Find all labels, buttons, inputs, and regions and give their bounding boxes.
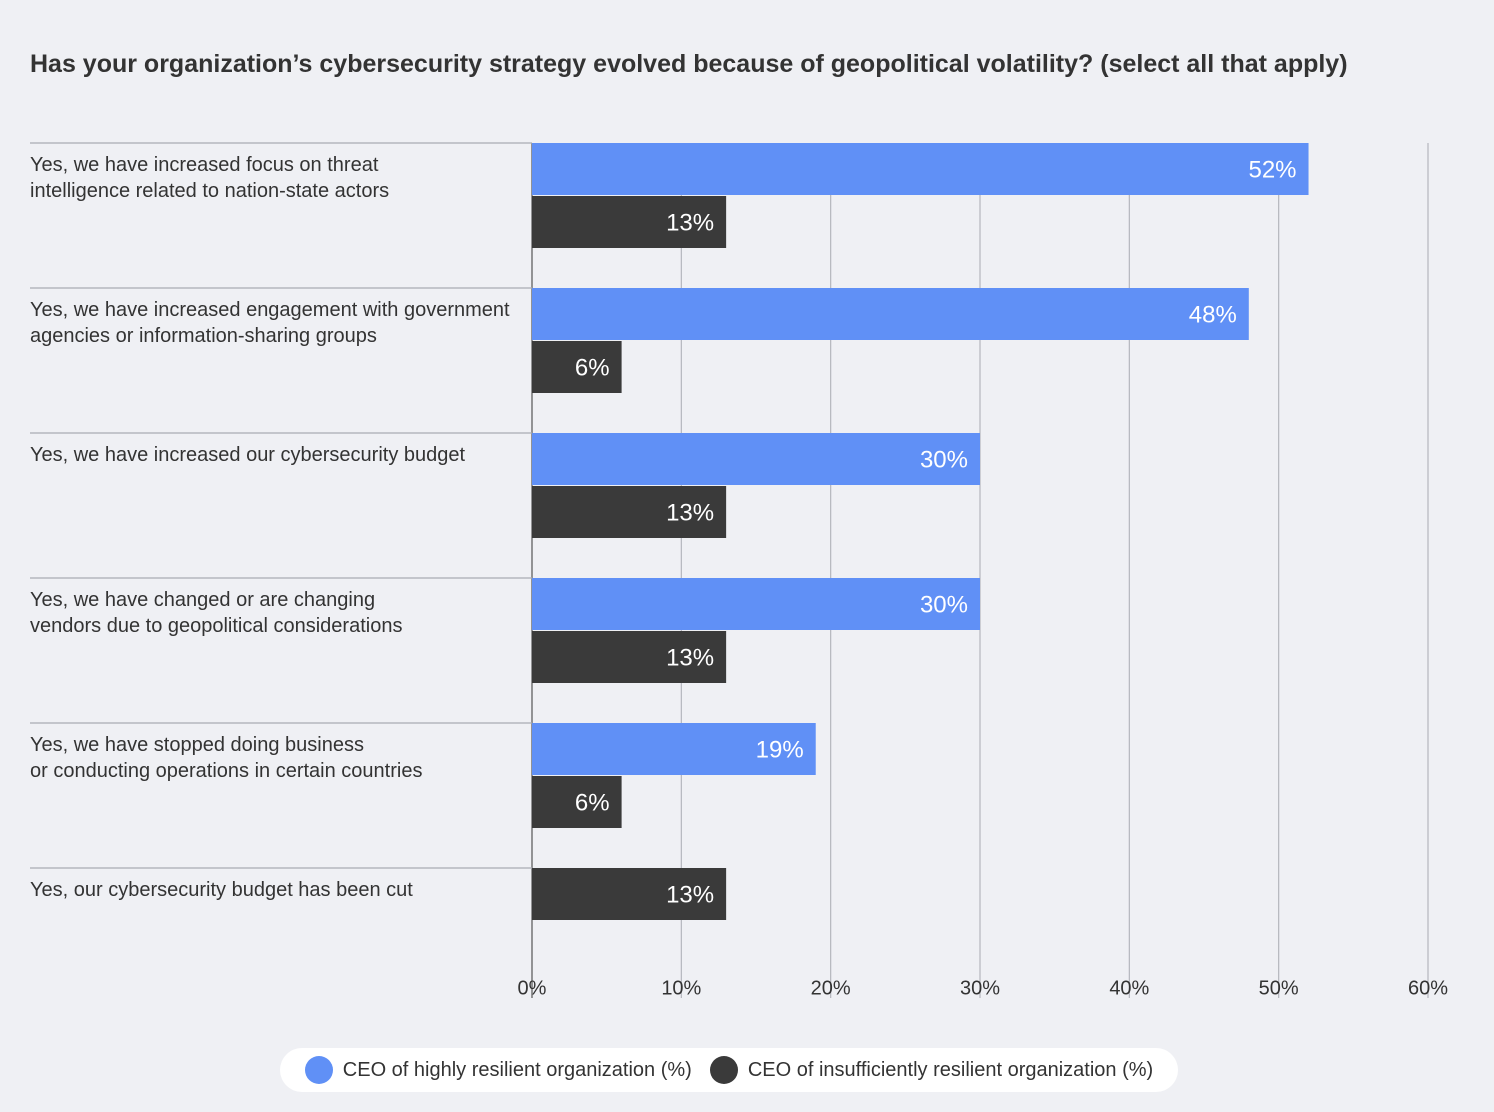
category-label: Yes, we have stopped doing business or c…	[30, 734, 423, 782]
legend-swatch	[709, 1056, 738, 1084]
value-label: 6%	[575, 789, 610, 816]
bar	[532, 723, 816, 775]
x-tick-label: 50%	[1259, 977, 1299, 999]
value-label: 52%	[1248, 156, 1296, 183]
value-label: 30%	[920, 446, 968, 473]
x-tick-label: 60%	[1408, 977, 1448, 999]
bar	[532, 196, 727, 248]
x-tick-label: 10%	[661, 977, 701, 999]
category-label: Yes, we have increased focus on threat i…	[30, 154, 390, 202]
legend-label: CEO of highly resilient organization (%)	[342, 1058, 692, 1081]
legend-item: CEO of insufficiently resilient organiza…	[709, 1056, 1154, 1084]
value-label: 19%	[756, 736, 804, 763]
category-label: Yes, our cybersecurity budget has been c…	[30, 879, 413, 901]
x-tick-label: 40%	[1109, 977, 1149, 999]
legend-swatch	[304, 1056, 333, 1084]
bar	[532, 578, 980, 630]
x-tick-label: 30%	[960, 977, 1000, 999]
x-tick-label: 0%	[518, 977, 547, 999]
category-label: Yes, we have changed or are changing ven…	[30, 589, 403, 637]
bar	[532, 868, 727, 920]
legend-item: CEO of highly resilient organization (%)	[304, 1056, 692, 1084]
bar	[532, 143, 1309, 195]
value-label: 30%	[920, 591, 968, 618]
value-label: 13%	[666, 499, 714, 526]
value-label: 13%	[666, 881, 714, 908]
chart-title: Has your organization’s cybersecurity st…	[30, 50, 1348, 78]
bar	[532, 776, 622, 828]
bar	[532, 288, 1249, 340]
bar	[532, 631, 727, 683]
bar	[532, 486, 727, 538]
value-label: 13%	[666, 209, 714, 236]
bar	[532, 341, 622, 393]
value-label: 13%	[666, 644, 714, 671]
category-label: Yes, we have increased our cybersecurity…	[30, 444, 466, 466]
category-label: Yes, we have increased engagement with g…	[30, 299, 510, 347]
legend-label: CEO of insufficiently resilient organiza…	[747, 1058, 1154, 1081]
legend: CEO of highly resilient organization (%)…	[280, 1048, 1178, 1092]
value-label: 48%	[1189, 301, 1237, 328]
value-label: 6%	[575, 354, 610, 381]
bar	[532, 433, 980, 485]
x-tick-label: 20%	[811, 977, 851, 999]
